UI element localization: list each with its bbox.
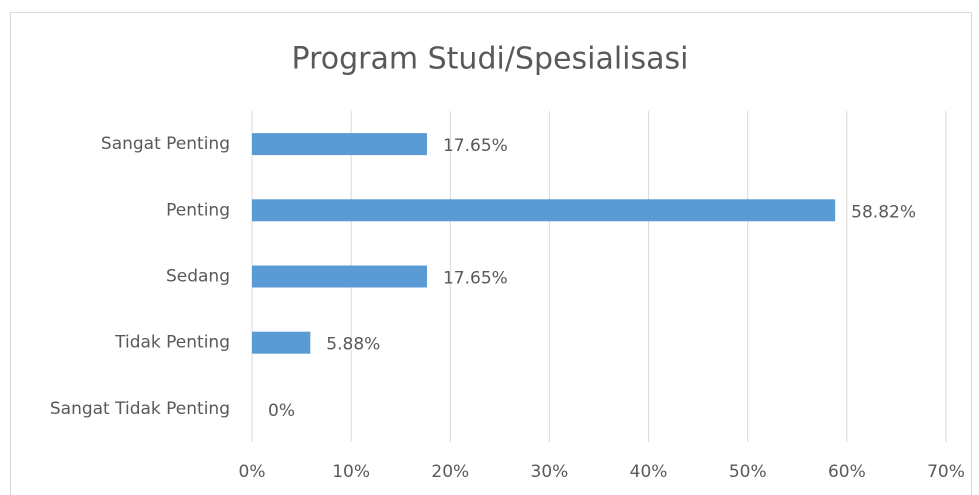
x-tick-label: 10%: [332, 462, 370, 482]
data-label: 17.65%: [443, 136, 508, 156]
data-label: 0%: [268, 401, 295, 421]
data-label: 58.82%: [851, 202, 916, 222]
bar: [252, 331, 311, 354]
y-tick-label: Penting: [166, 200, 230, 220]
x-tick-label: 60%: [828, 462, 866, 482]
data-label: 17.65%: [443, 269, 508, 289]
chart-title: Program Studi/Spesialisasi: [292, 42, 689, 77]
y-tick-label: Sedang: [166, 267, 230, 287]
bar: [252, 265, 427, 288]
x-tick-label: 0%: [239, 462, 266, 482]
x-tick-label: 20%: [431, 462, 469, 482]
data-label: 5.88%: [326, 335, 380, 355]
x-tick-label: 30%: [531, 462, 569, 482]
x-tick-label: 40%: [630, 462, 668, 482]
x-tick-label: 50%: [729, 462, 767, 482]
bar: [252, 133, 427, 156]
y-tick-label: Tidak Penting: [114, 333, 230, 353]
chart-border: [10, 12, 972, 495]
y-tick-label: Sangat Penting: [101, 134, 230, 154]
x-tick-label: 70%: [927, 462, 965, 482]
bar: [252, 199, 836, 222]
y-tick-label: Sangat Tidak Penting: [50, 399, 230, 419]
